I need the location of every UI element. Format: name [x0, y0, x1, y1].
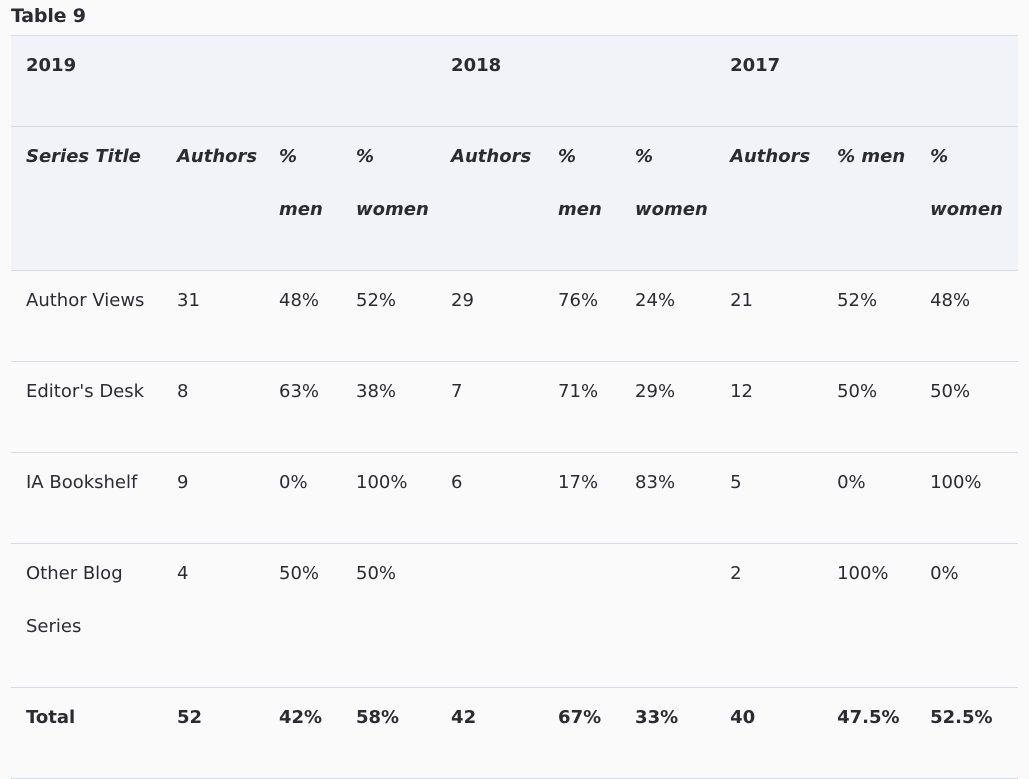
year-2018-header: 2018	[441, 35, 721, 127]
table-cell: 52%	[826, 270, 918, 362]
column-header: % men	[268, 126, 341, 271]
table-cell: 50%	[826, 361, 918, 453]
table-cell: 8	[162, 361, 268, 453]
table-cell: 83%	[620, 452, 721, 544]
column-header: % men	[826, 126, 918, 271]
total-cell: 52.5%	[917, 687, 1019, 779]
table-cell	[547, 543, 621, 688]
table-cell: 48%	[917, 270, 1019, 362]
table-cell: Other Blog Series	[11, 543, 162, 688]
table-cell: 29%	[620, 361, 721, 453]
table-cell: 76%	[547, 270, 621, 362]
total-cell: Total	[11, 687, 162, 779]
year-2017-header: 2017	[720, 35, 1019, 127]
table-row: Editor's Desk 8 63% 38% 7 71% 29% 12 50%…	[11, 361, 1019, 453]
column-header: Authors	[441, 126, 548, 271]
authors-gender-table: 2019 2018 2017 Series Title Authors % me…	[11, 35, 1019, 779]
column-header: % women	[620, 126, 721, 271]
total-cell: 33%	[620, 687, 721, 779]
total-cell: 67%	[547, 687, 621, 779]
table-cell: Author Views	[11, 270, 162, 362]
table-cell: 6	[441, 452, 548, 544]
column-header: Authors	[720, 126, 827, 271]
column-header-row: Series Title Authors % men % women Autho…	[11, 126, 1019, 271]
column-header: % women	[917, 126, 1019, 271]
year-header-row: 2019 2018 2017	[11, 35, 1019, 127]
table-cell: 50%	[917, 361, 1019, 453]
table-cell: 0%	[268, 452, 341, 544]
table-cell: 100%	[826, 543, 918, 688]
year-2019-header: 2019	[11, 35, 442, 127]
table-cell: 48%	[268, 270, 341, 362]
table-cell: 7	[441, 361, 548, 453]
table-cell: 71%	[547, 361, 621, 453]
total-cell: 42%	[268, 687, 341, 779]
column-header: Series Title	[11, 126, 162, 271]
table-cell: 2	[720, 543, 827, 688]
table-cell: 52%	[341, 270, 442, 362]
table-cell	[620, 543, 721, 688]
table-cell: 100%	[917, 452, 1019, 544]
table-cell: 5	[720, 452, 827, 544]
table-row: Author Views 31 48% 52% 29 76% 24% 21 52…	[11, 270, 1019, 362]
table-cell: 21	[720, 270, 827, 362]
table-cell: 17%	[547, 452, 621, 544]
table-cell: 4	[162, 543, 268, 688]
table-cell: Editor's Desk	[11, 361, 162, 453]
column-header: Authors	[162, 126, 268, 271]
table-cell: 24%	[620, 270, 721, 362]
total-cell: 40	[720, 687, 827, 779]
table-cell: 0%	[826, 452, 918, 544]
column-header: % men	[547, 126, 621, 271]
table-cell: 9	[162, 452, 268, 544]
total-cell: 58%	[341, 687, 442, 779]
table-cell: 100%	[341, 452, 442, 544]
table-cell	[441, 543, 548, 688]
total-cell: 42	[441, 687, 548, 779]
table-caption: Table 9	[11, 5, 86, 27]
table-cell: IA Bookshelf	[11, 452, 162, 544]
table-cell: 63%	[268, 361, 341, 453]
total-cell: 52	[162, 687, 268, 779]
table-row: IA Bookshelf 9 0% 100% 6 17% 83% 5 0% 10…	[11, 452, 1019, 544]
table-cell: 31	[162, 270, 268, 362]
table-row: Other Blog Series 4 50% 50% 2 100% 0%	[11, 543, 1019, 688]
table-cell: 0%	[917, 543, 1019, 688]
total-row: Total 52 42% 58% 42 67% 33% 40 47.5% 52.…	[11, 687, 1019, 779]
table-cell: 50%	[341, 543, 442, 688]
total-cell: 47.5%	[826, 687, 918, 779]
table-cell: 29	[441, 270, 548, 362]
table-cell: 50%	[268, 543, 341, 688]
table-cell: 12	[720, 361, 827, 453]
table-cell: 38%	[341, 361, 442, 453]
column-header: % women	[341, 126, 442, 271]
